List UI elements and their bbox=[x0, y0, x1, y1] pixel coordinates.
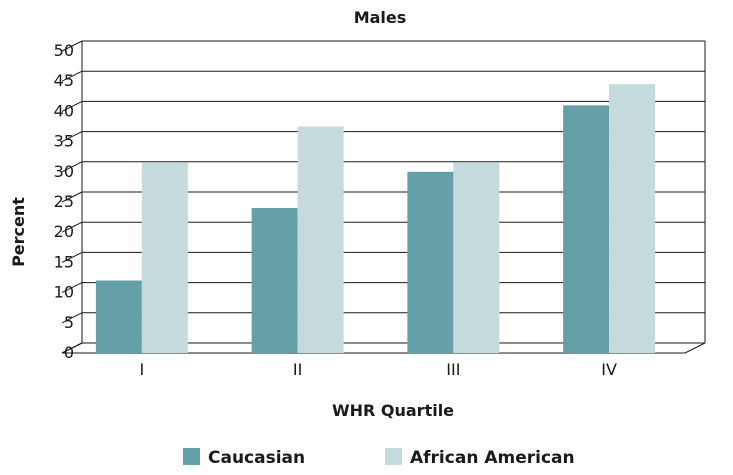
floor-right-edge bbox=[684, 342, 706, 354]
y-tick-label: 35 bbox=[54, 132, 74, 151]
legend-swatch-african-american bbox=[385, 448, 402, 465]
gridline-side bbox=[61, 161, 83, 173]
gridline-side bbox=[61, 251, 83, 263]
bar-african-american-i bbox=[141, 162, 188, 353]
chart-title: Males bbox=[354, 8, 407, 27]
bars bbox=[95, 84, 656, 353]
bar-caucasian-ii bbox=[251, 208, 298, 353]
x-tick-label: II bbox=[293, 360, 302, 379]
gridline-side bbox=[61, 221, 83, 233]
y-axis-label: Percent bbox=[9, 197, 28, 267]
floor-left-edge bbox=[61, 342, 83, 354]
gridline-side bbox=[61, 191, 83, 203]
legend: Caucasian African American bbox=[183, 448, 575, 468]
legend-label-caucasian: Caucasian bbox=[208, 448, 305, 468]
y-tick-label: 50 bbox=[54, 41, 74, 60]
bar-caucasian-iv bbox=[563, 105, 610, 353]
x-tick-label: IV bbox=[601, 360, 617, 379]
bar-caucasian-iii bbox=[407, 171, 454, 353]
y-tick-label: 25 bbox=[54, 192, 74, 211]
x-axis-label: WHR Quartile bbox=[332, 401, 454, 420]
x-tick-label: I bbox=[140, 360, 145, 379]
gridline-side bbox=[61, 40, 83, 52]
gridline-side bbox=[61, 70, 83, 82]
y-tick-label: 0 bbox=[64, 343, 74, 362]
legend-label-african-american: African American bbox=[410, 448, 575, 468]
y-tick-label: 15 bbox=[54, 252, 74, 271]
gridline-side bbox=[61, 100, 83, 112]
y-tick-label: 30 bbox=[54, 162, 74, 181]
gridline-side bbox=[61, 312, 83, 324]
y-tick-labels: 0 5 10 15 20 25 30 35 40 45 50 bbox=[54, 41, 74, 362]
y-tick-label: 20 bbox=[54, 222, 74, 241]
bar-caucasian-i bbox=[95, 280, 142, 353]
y-tick-label: 45 bbox=[54, 71, 74, 90]
y-tick-label: 10 bbox=[54, 283, 74, 302]
legend-swatch-caucasian bbox=[183, 448, 200, 465]
bar-african-american-iii bbox=[453, 162, 500, 353]
gridline-side bbox=[61, 131, 83, 143]
gridline-side bbox=[61, 282, 83, 294]
bar-african-american-ii bbox=[297, 126, 344, 353]
y-tick-label: 5 bbox=[64, 313, 74, 332]
y-tick-label: 40 bbox=[54, 101, 74, 120]
x-tick-labels: I II III IV bbox=[140, 360, 617, 379]
x-tick-label: III bbox=[446, 360, 460, 379]
bar-african-american-iv bbox=[609, 84, 656, 353]
